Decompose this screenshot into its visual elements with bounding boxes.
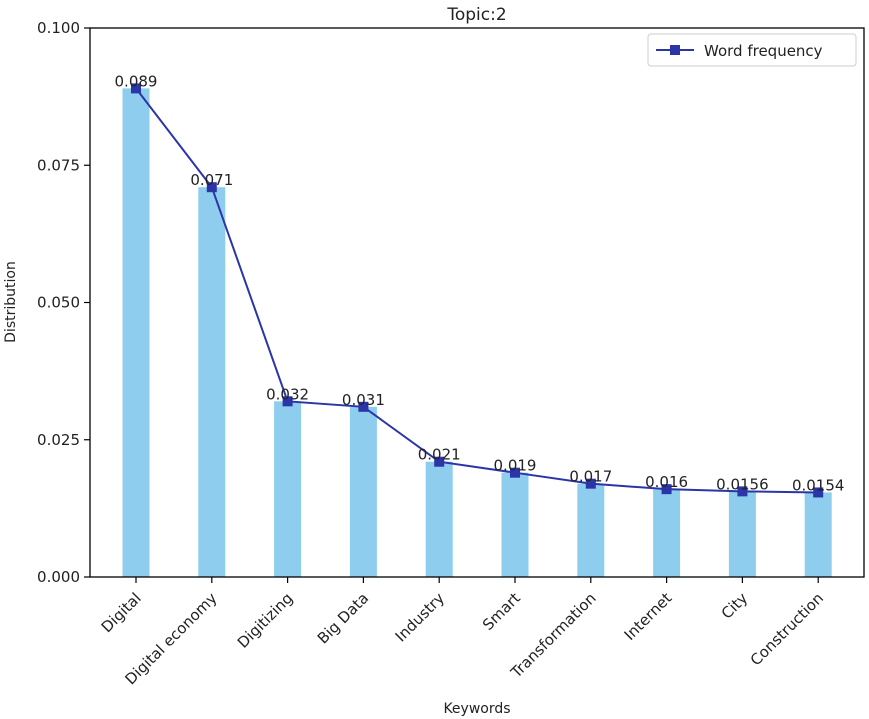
bar [274, 401, 302, 577]
chart-title: Topic:2 [446, 5, 506, 25]
series-point [206, 182, 217, 193]
x-tick-label: Big Data [314, 589, 372, 647]
x-tick-label: Internet [621, 589, 676, 644]
series-point [358, 401, 369, 412]
value-labels-group: 0.089 0.071 0.032 0.031 0.021 0.019 0.017 0.016… [115, 72, 845, 494]
value-label: 0.016 [645, 473, 688, 491]
y-tick-label: 0.050 [37, 294, 80, 312]
bar [122, 88, 150, 577]
y-tick-label: 0.100 [37, 19, 80, 37]
value-label: 0.0154 [792, 476, 845, 494]
y-tick-label: 0.075 [37, 156, 80, 174]
bar [577, 483, 605, 577]
series-point [434, 456, 445, 467]
value-label: 0.0156 [716, 475, 769, 493]
legend-label: Word frequency [704, 42, 823, 60]
x-tick-label: Industry [392, 589, 448, 645]
value-label: 0.017 [569, 468, 612, 486]
series-point [510, 467, 520, 478]
series-point [737, 486, 748, 497]
x-axis-title: Keywords [443, 701, 510, 717]
series-point [131, 83, 141, 94]
legend: Word frequency [647, 33, 857, 67]
bar [804, 492, 832, 577]
series-line [135, 87, 819, 494]
bar [728, 491, 756, 577]
series-point [661, 484, 672, 495]
bar [198, 187, 226, 577]
value-label: 0.021 [418, 446, 461, 464]
value-label: 0.032 [266, 385, 309, 403]
x-tick-label: Digitizing [234, 589, 297, 652]
value-label: 0.071 [190, 171, 233, 189]
x-tick-label: City [718, 589, 752, 623]
x-tick-label: Construction [747, 589, 827, 669]
x-tick-label: Digital [98, 589, 145, 636]
y-axis-title: Distribution [3, 261, 19, 343]
bar [425, 461, 453, 577]
value-label: 0.089 [115, 72, 158, 90]
legend-box [647, 33, 857, 67]
bar [349, 406, 377, 577]
value-label: 0.031 [342, 391, 385, 409]
bar [653, 489, 681, 577]
y-tick-label: 0.025 [37, 431, 80, 449]
y-axis: 0.000 0.025 0.050 0.075 0.100 [37, 19, 90, 586]
series-point [585, 478, 596, 489]
x-tick-label: Smart [479, 589, 524, 634]
series-point [813, 487, 824, 498]
bars-group [122, 88, 832, 577]
value-label: 0.019 [494, 457, 537, 475]
bar [501, 472, 529, 577]
y-tick-label: 0.000 [37, 568, 80, 586]
line-layer [131, 83, 824, 498]
legend-marker-swatch [670, 45, 680, 55]
series-point [282, 396, 293, 407]
